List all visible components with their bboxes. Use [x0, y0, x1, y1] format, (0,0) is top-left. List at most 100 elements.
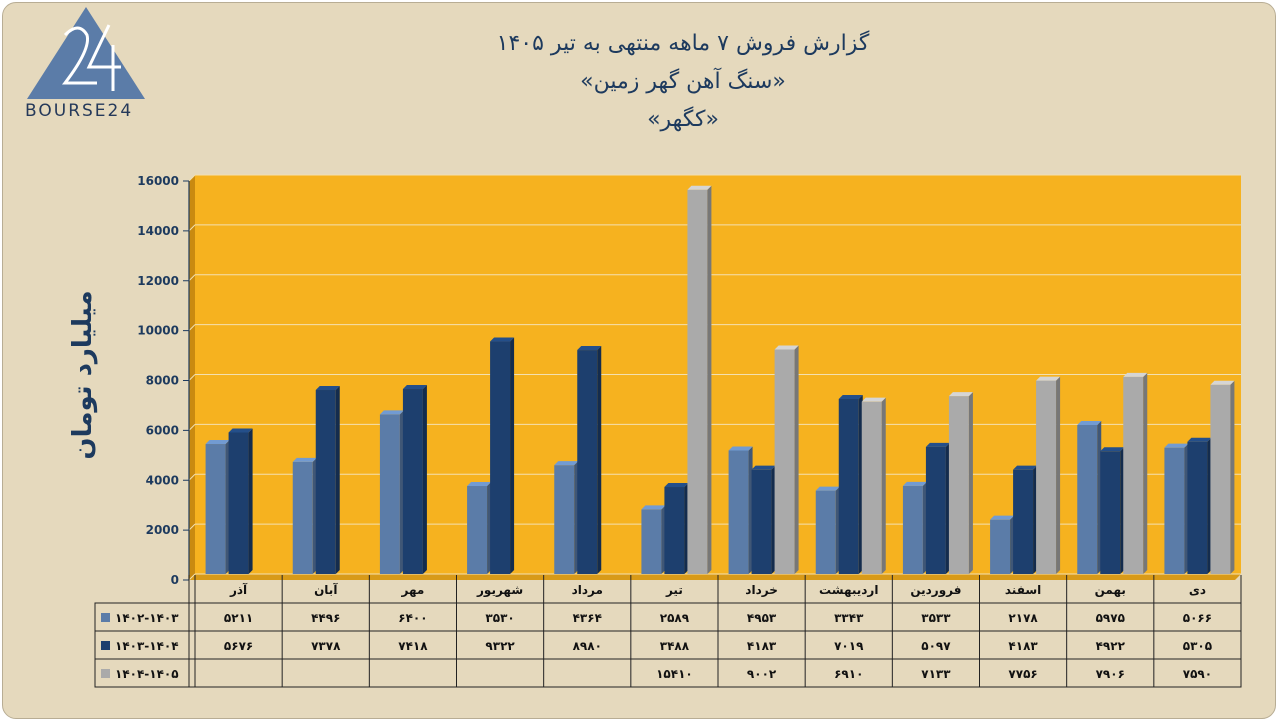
legend-swatch [101, 669, 110, 678]
chart-title: گزارش فروش ۷ ماهه منتهی به تیر ۱۴۰۵ [496, 31, 870, 56]
bar-front [990, 519, 1011, 574]
bar-side [794, 345, 799, 574]
bar-side [1143, 372, 1148, 574]
gridline-side [188, 324, 196, 331]
bar-top [1100, 447, 1125, 452]
plot-floor [189, 574, 1241, 580]
category-label: شهریور [476, 583, 523, 598]
chart-ticker: «کگهر» [647, 107, 719, 132]
data-label: ۷۴۱۸ [398, 639, 428, 653]
category-label: آذر [229, 582, 248, 597]
bar-top [577, 346, 602, 351]
legend-swatch [101, 613, 110, 622]
y-axis-title: میلیارد تومان [68, 290, 98, 459]
category-label: بهمن [1095, 583, 1126, 597]
bar-front [1100, 451, 1121, 574]
category-label: مرداد [572, 583, 603, 597]
bar-front [1036, 380, 1057, 574]
bar-top [490, 337, 515, 342]
chart-svg: 0 2000 4000 6000 8000 10000 12000 14000 16000 میل… [68, 174, 1242, 688]
bar-front [292, 461, 313, 574]
data-label: ۸۹۸۰ [573, 639, 602, 653]
gridline-side [188, 374, 196, 381]
bar-front [641, 509, 662, 574]
data-label: ۷۷۵۶ [1008, 667, 1037, 681]
bar-side [707, 185, 712, 574]
bar-front [228, 432, 249, 574]
logo-text: BOURSE24 [25, 101, 134, 121]
bar-top [379, 410, 404, 415]
data-label: ۷۰۱۹ [834, 639, 864, 653]
bar-front [402, 389, 423, 574]
data-label: ۷۵۹۰ [1183, 667, 1212, 681]
bar-front [925, 446, 946, 574]
y-tick-label: 2000 [146, 523, 179, 537]
bar-front [687, 189, 708, 574]
gridline-side [188, 473, 196, 481]
bar-front [838, 398, 859, 574]
data-label: ۴۳۶۴ [573, 611, 602, 625]
data-label: ۹۰۰۲ [747, 667, 777, 681]
legend-label: ۱۴۰۲-۱۴۰۳ [115, 611, 179, 625]
category-label: خرداد [745, 583, 778, 597]
legend-label: ۱۴۰۳-۱۴۰۴ [115, 639, 179, 653]
y-tick-label: 12000 [137, 274, 179, 288]
bar-top [687, 185, 712, 190]
bar-top [664, 483, 689, 488]
bar-top [751, 465, 776, 470]
bar-top [1164, 443, 1189, 448]
bar-front [1077, 424, 1098, 574]
data-label: ۷۱۳۳ [921, 667, 951, 681]
bar-front [1164, 447, 1185, 574]
data-label: ۳۳۴۳ [834, 611, 864, 625]
data-label: ۶۹۱۰ [834, 667, 863, 681]
category-label: اسفند [1005, 583, 1041, 597]
bar-top [838, 394, 863, 399]
gridline-side [188, 523, 196, 531]
gridline-side [188, 224, 196, 232]
bar-front [664, 487, 685, 574]
bar-top [402, 385, 427, 390]
data-label: ۵۶۷۶ [224, 639, 253, 653]
bar-front [774, 349, 795, 574]
bar-front [490, 341, 511, 574]
category-label: اردیبهشت [819, 583, 878, 597]
bar-side [335, 386, 340, 574]
y-tick-label: 4000 [146, 473, 179, 487]
y-tick-label: 0 [171, 573, 179, 587]
data-label: ۴۹۲۲ [1096, 639, 1126, 653]
y-tick-label: 16000 [137, 174, 179, 188]
logo-numeral-2 [61, 26, 97, 85]
data-label: ۴۴۹۶ [311, 611, 340, 625]
bar-top [292, 457, 317, 462]
bar-side [510, 337, 515, 574]
bar-front [554, 465, 575, 574]
bar-front [467, 485, 488, 574]
bar-front [948, 396, 969, 574]
bar-side [1056, 376, 1061, 574]
bar-top [861, 397, 886, 402]
bar-front [751, 469, 772, 574]
data-label: ۶۴۰۰ [398, 611, 427, 625]
bar-front [861, 401, 882, 574]
y-tick-label: 6000 [146, 423, 179, 437]
bar-top [774, 345, 799, 350]
data-label: ۴۱۸۳ [747, 639, 777, 653]
bar-top [315, 386, 340, 391]
chart-subtitle: «سنگ آهن گهر زمین» [580, 69, 786, 94]
gridline-side [188, 424, 196, 431]
bar-front [902, 485, 923, 574]
bar-top [728, 446, 753, 451]
bar-side [968, 392, 973, 574]
data-label: ۵۲۱۱ [224, 611, 253, 625]
bar-top [1013, 465, 1038, 470]
bar-side [422, 385, 427, 574]
bar-front [728, 450, 749, 574]
bar-front [315, 390, 336, 574]
bar-top [1123, 372, 1148, 377]
data-label: ۳۵۳۳ [921, 611, 951, 625]
gridline-side [188, 573, 196, 581]
bar-top [990, 515, 1015, 520]
bar-top [925, 442, 950, 447]
data-label: ۳۵۳۰ [485, 611, 514, 625]
